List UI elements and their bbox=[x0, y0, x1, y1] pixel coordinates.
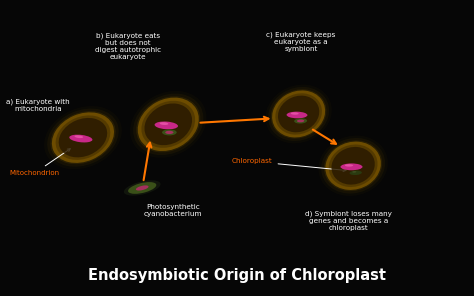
Text: Chloroplast: Chloroplast bbox=[232, 158, 346, 172]
Ellipse shape bbox=[352, 171, 356, 173]
Ellipse shape bbox=[294, 118, 307, 123]
Ellipse shape bbox=[165, 131, 173, 134]
Ellipse shape bbox=[133, 94, 203, 155]
Ellipse shape bbox=[59, 118, 107, 157]
Ellipse shape bbox=[297, 120, 304, 122]
Text: Photosynthetic
cyanobacterium: Photosynthetic cyanobacterium bbox=[144, 204, 202, 217]
Ellipse shape bbox=[321, 138, 385, 194]
Ellipse shape bbox=[319, 136, 388, 196]
Text: a) Eukaryote with
mitochondria: a) Eukaryote with mitochondria bbox=[6, 98, 70, 112]
Ellipse shape bbox=[69, 135, 92, 142]
Ellipse shape bbox=[345, 164, 353, 167]
Ellipse shape bbox=[162, 129, 177, 135]
Ellipse shape bbox=[272, 91, 325, 137]
Ellipse shape bbox=[136, 185, 148, 191]
Text: Endosymbiotic Origin of Chloroplast: Endosymbiotic Origin of Chloroplast bbox=[88, 268, 386, 283]
Ellipse shape bbox=[340, 163, 363, 170]
Ellipse shape bbox=[271, 89, 327, 139]
Ellipse shape bbox=[287, 112, 308, 118]
Ellipse shape bbox=[74, 135, 83, 138]
Ellipse shape bbox=[291, 112, 299, 115]
Text: d) Symbiont loses many
genes and becomes a
chloroplast: d) Symbiont loses many genes and becomes… bbox=[305, 210, 392, 231]
Ellipse shape bbox=[265, 85, 332, 143]
Ellipse shape bbox=[55, 115, 110, 160]
Ellipse shape bbox=[324, 140, 382, 191]
Ellipse shape bbox=[145, 104, 192, 145]
Ellipse shape bbox=[138, 98, 199, 151]
Ellipse shape bbox=[128, 182, 156, 194]
Text: b) Eukaryote eats
but does not
digest autotrophic
eukaryote: b) Eukaryote eats but does not digest au… bbox=[95, 32, 161, 59]
Ellipse shape bbox=[268, 87, 329, 141]
Ellipse shape bbox=[50, 111, 116, 164]
Ellipse shape bbox=[155, 122, 178, 129]
Ellipse shape bbox=[130, 91, 207, 158]
Ellipse shape bbox=[52, 112, 114, 163]
Ellipse shape bbox=[325, 141, 381, 190]
Ellipse shape bbox=[275, 93, 322, 135]
Ellipse shape bbox=[331, 147, 375, 185]
Ellipse shape bbox=[44, 106, 122, 169]
Ellipse shape bbox=[141, 101, 195, 148]
Ellipse shape bbox=[278, 96, 319, 132]
Ellipse shape bbox=[47, 109, 118, 167]
Ellipse shape bbox=[328, 144, 378, 187]
Ellipse shape bbox=[136, 96, 201, 152]
Text: Mitochondrion: Mitochondrion bbox=[9, 149, 70, 176]
Text: c) Eukaryote keeps
eukaryote as a
symbiont: c) Eukaryote keeps eukaryote as a symbio… bbox=[266, 31, 336, 52]
Ellipse shape bbox=[160, 122, 168, 125]
Ellipse shape bbox=[349, 170, 362, 175]
Ellipse shape bbox=[124, 180, 161, 196]
